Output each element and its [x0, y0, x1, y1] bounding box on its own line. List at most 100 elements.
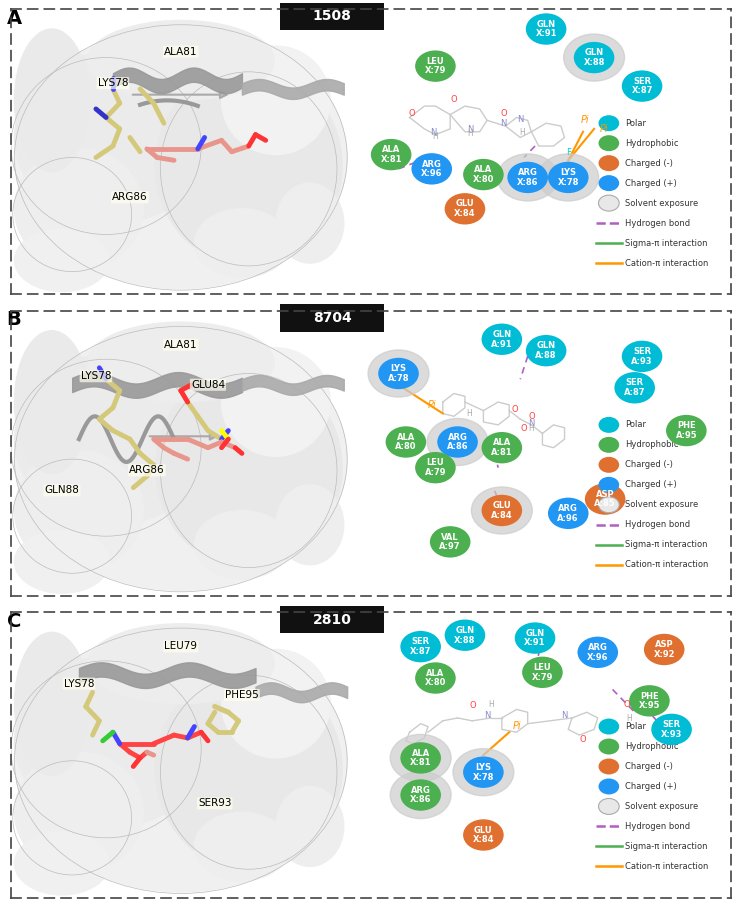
Text: O: O — [469, 701, 475, 710]
Ellipse shape — [194, 812, 289, 881]
Circle shape — [599, 457, 619, 472]
Circle shape — [370, 138, 412, 170]
Ellipse shape — [221, 46, 330, 155]
Circle shape — [385, 426, 427, 458]
Circle shape — [577, 636, 618, 668]
Text: LYS78: LYS78 — [80, 371, 111, 381]
Text: N: N — [562, 711, 568, 720]
Text: O: O — [528, 412, 534, 421]
Text: B: B — [7, 310, 21, 329]
Ellipse shape — [221, 348, 330, 456]
Ellipse shape — [15, 229, 109, 291]
Text: GLU84: GLU84 — [191, 380, 225, 390]
Text: LEU79: LEU79 — [165, 642, 197, 652]
Circle shape — [585, 483, 626, 515]
Circle shape — [651, 714, 692, 745]
Text: 8704: 8704 — [313, 311, 351, 325]
Circle shape — [508, 162, 548, 193]
Text: Solvent exposure: Solvent exposure — [626, 198, 699, 207]
Circle shape — [463, 819, 503, 851]
Text: Pi: Pi — [428, 400, 437, 410]
Text: LYS78: LYS78 — [63, 679, 94, 689]
Text: F: F — [566, 148, 570, 157]
Ellipse shape — [15, 52, 211, 223]
Text: GLU
A:84: GLU A:84 — [491, 501, 513, 519]
Circle shape — [481, 432, 523, 463]
Circle shape — [472, 487, 532, 534]
Text: VAL
A:97: VAL A:97 — [439, 532, 461, 551]
Text: PHE95: PHE95 — [225, 690, 259, 700]
Text: H: H — [520, 129, 525, 138]
Circle shape — [548, 498, 589, 529]
Text: Pi: Pi — [582, 115, 590, 125]
Ellipse shape — [194, 209, 289, 277]
Text: ARG
A:96: ARG A:96 — [557, 504, 579, 523]
Text: ALA81: ALA81 — [164, 339, 198, 350]
Text: LYS
X:78: LYS X:78 — [558, 168, 579, 186]
Circle shape — [599, 497, 619, 513]
Text: N: N — [500, 119, 507, 128]
Ellipse shape — [15, 630, 347, 892]
Circle shape — [525, 335, 567, 367]
Ellipse shape — [15, 26, 347, 289]
Circle shape — [599, 738, 619, 755]
Text: SER
A:93: SER A:93 — [631, 347, 653, 366]
Circle shape — [599, 798, 619, 814]
Circle shape — [525, 14, 567, 44]
Text: ARG
X:96: ARG X:96 — [421, 159, 443, 178]
Text: Charged (+): Charged (+) — [626, 481, 677, 490]
Text: Hydrogen bond: Hydrogen bond — [626, 822, 691, 831]
Ellipse shape — [155, 670, 342, 869]
Text: N: N — [484, 711, 490, 720]
Ellipse shape — [15, 330, 89, 473]
Circle shape — [481, 324, 523, 355]
Circle shape — [599, 417, 619, 433]
Ellipse shape — [87, 322, 275, 402]
Circle shape — [463, 159, 503, 190]
Circle shape — [621, 340, 662, 372]
Text: SER93: SER93 — [198, 798, 232, 808]
Text: Polar: Polar — [626, 119, 646, 128]
Circle shape — [599, 115, 619, 131]
Text: O: O — [580, 735, 586, 744]
Circle shape — [599, 195, 619, 211]
Text: ARG
X:86: ARG X:86 — [410, 786, 432, 805]
Text: Sigma-π interaction: Sigma-π interaction — [626, 239, 708, 248]
Circle shape — [400, 742, 441, 774]
Circle shape — [415, 51, 456, 81]
Circle shape — [463, 757, 503, 788]
Ellipse shape — [15, 29, 89, 172]
Text: GLN
A:88: GLN A:88 — [535, 341, 557, 360]
Circle shape — [444, 193, 486, 224]
Text: ALA
A:81: ALA A:81 — [491, 438, 513, 457]
Circle shape — [644, 634, 685, 665]
Circle shape — [599, 437, 619, 452]
Text: Cation-π interaction: Cation-π interaction — [626, 862, 708, 871]
Ellipse shape — [194, 510, 289, 579]
Text: ALA
X:81: ALA X:81 — [380, 145, 402, 164]
Text: GLN88: GLN88 — [44, 485, 80, 495]
Text: 2810: 2810 — [313, 613, 351, 626]
Ellipse shape — [155, 367, 342, 567]
Text: H: H — [468, 129, 473, 138]
Text: O: O — [624, 700, 630, 709]
Text: ALA
X:80: ALA X:80 — [425, 669, 446, 688]
Circle shape — [400, 779, 441, 811]
Text: LEU
X:79: LEU X:79 — [532, 663, 553, 681]
Circle shape — [427, 418, 488, 465]
Circle shape — [400, 631, 441, 662]
Circle shape — [599, 155, 619, 171]
Text: GLU
X:84: GLU X:84 — [472, 825, 494, 844]
Ellipse shape — [15, 451, 143, 570]
Circle shape — [390, 734, 451, 782]
Text: Hydrogen bond: Hydrogen bond — [626, 219, 691, 227]
Text: LEU
X:79: LEU X:79 — [425, 57, 446, 75]
Text: Cation-π interaction: Cation-π interaction — [626, 560, 708, 569]
Text: Charged (+): Charged (+) — [626, 178, 677, 187]
Text: A: A — [7, 9, 21, 27]
Circle shape — [599, 778, 619, 795]
Text: O: O — [408, 110, 415, 118]
Text: LEU
A:79: LEU A:79 — [424, 458, 446, 477]
Text: Hydrophobic: Hydrophobic — [626, 138, 679, 148]
Text: ALA
X:81: ALA X:81 — [410, 748, 432, 767]
